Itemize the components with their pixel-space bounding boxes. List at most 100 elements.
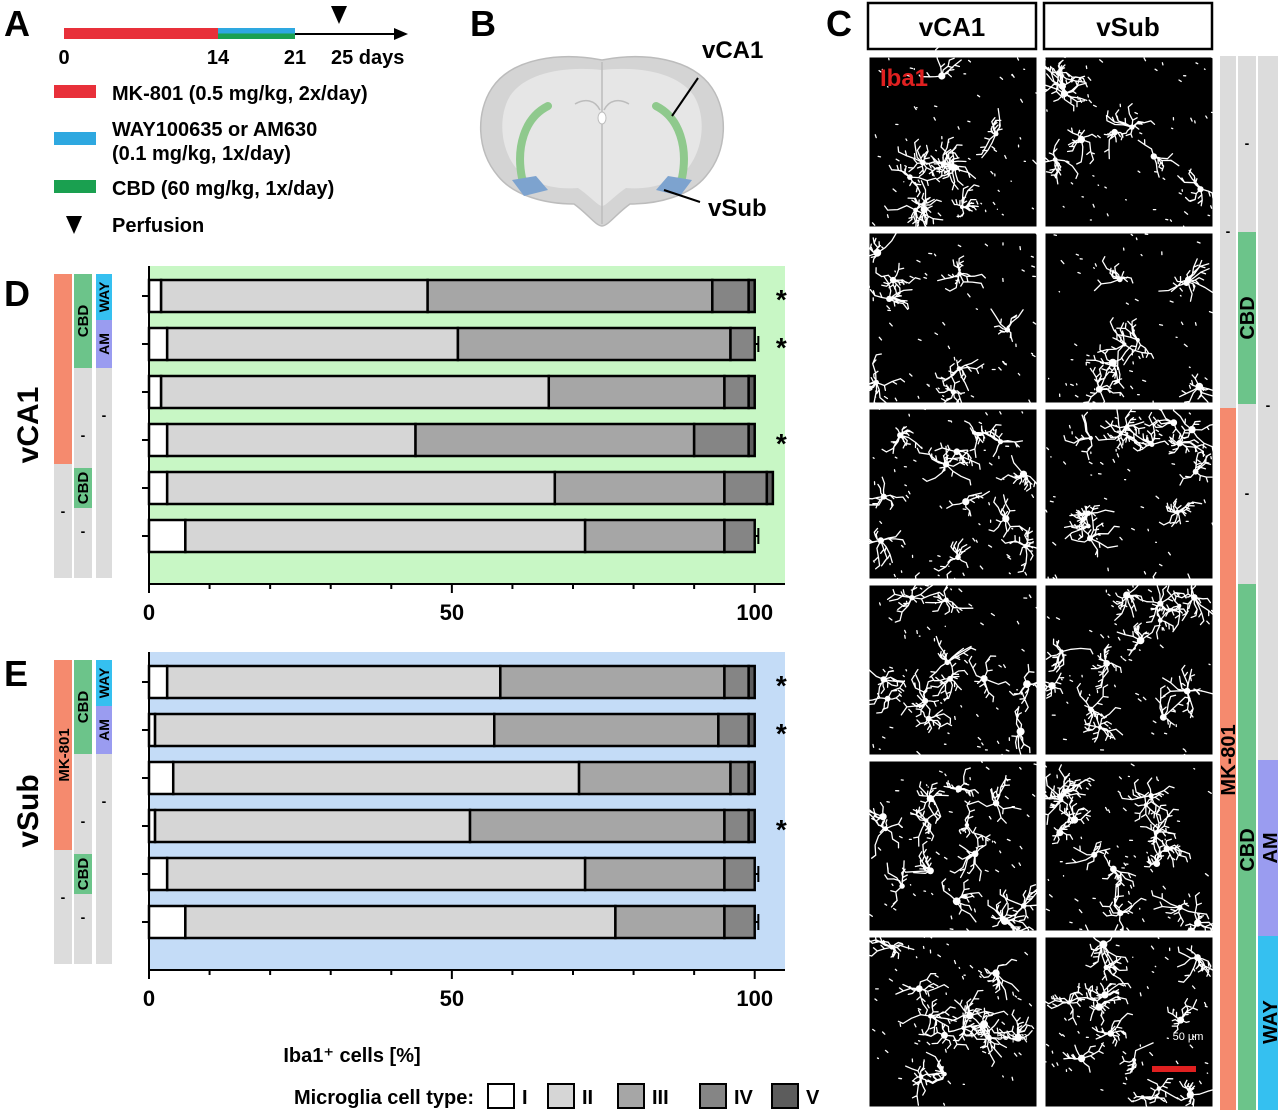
micrograph-border: [1042, 54, 1216, 230]
bar-segment-type-III: [583, 518, 726, 554]
panel-label-a: A: [4, 3, 30, 44]
strip-way-bar: [1258, 936, 1278, 1110]
strip-cbd-label: CBD: [75, 691, 92, 724]
microglia-processes: [1045, 400, 1224, 583]
bar-row: [142, 470, 775, 506]
micrograph-border: [1042, 230, 1216, 406]
micrograph-panel: [1044, 408, 1214, 580]
bar-row: *: [142, 278, 787, 315]
microglia-processes: [863, 934, 1035, 1106]
strip-mk801-bar: [54, 660, 72, 850]
bar-segment-type-III: [499, 664, 726, 700]
bar-segment-type-IV: [717, 712, 750, 748]
cell-type-label: I: [522, 1087, 528, 1109]
bar-row: [142, 904, 760, 940]
timeline-legend: MK-801 (0.5 mg/kg, 2x/day) WAY100635 or …: [54, 83, 368, 237]
microglia-processes: [871, 45, 1035, 238]
vca1-pointer: [671, 77, 699, 117]
strip-cbd-bottom-bar: [1238, 584, 1256, 1110]
microglia-processes: [848, 407, 1047, 582]
micrograph-border: [866, 758, 1040, 934]
microglia-processes: [1032, 55, 1215, 230]
bar-segment-type-V: [747, 422, 756, 458]
cell-type-swatch: [547, 1083, 575, 1109]
strip-col2-dash-mid: -: [1245, 485, 1250, 501]
strip-cbd-label-lower: CBD: [75, 472, 92, 505]
micrograph-panel: [868, 936, 1038, 1108]
microglia-processes: [1043, 924, 1222, 1115]
significance-marker: *: [776, 332, 787, 363]
bar-segment-type-I: [147, 374, 163, 410]
bar-segment-type-IV: [723, 518, 756, 554]
bar-row: *: [142, 712, 787, 749]
x-tick-label: 100: [736, 600, 773, 625]
bar-segment-type-III: [493, 712, 720, 748]
timeline-tick-label: 25 days: [331, 47, 404, 69]
bar-segment-type-IV: [729, 326, 756, 362]
bar-segment-type-I: [147, 760, 175, 796]
x-tick-label: 0: [143, 600, 155, 625]
perfusion-legend-label: Perfusion: [112, 215, 204, 237]
cbd-legend-swatch: [54, 180, 96, 193]
strip-way-label: WAY: [1260, 999, 1280, 1043]
cell-type-swatch: [699, 1083, 727, 1109]
vsub-column-header: vSub: [1096, 12, 1160, 42]
cell-type-legend: Microglia cell type: I II III IV V: [294, 1083, 820, 1109]
bar-segment-type-V: [747, 278, 756, 314]
strip-cbd-bottom-label: CBD: [1237, 828, 1259, 871]
strip-mk801-label: MK-801: [56, 728, 73, 781]
panel-label-c: C: [826, 3, 852, 44]
bar-segment-type-II: [165, 326, 460, 362]
strip-cbd-bar: [74, 274, 92, 368]
cbd-legend-label: CBD (60 mg/kg, 1x/day): [112, 178, 334, 200]
microglia-processes: [853, 759, 1048, 943]
way-am-legend-label: WAY100635 or AM630: [112, 119, 317, 141]
y-axis-title: vSub: [12, 774, 45, 847]
bar-row: [142, 518, 760, 554]
microglia-processes: [863, 570, 1049, 756]
micrograph-panel: [1044, 232, 1214, 404]
bar-segment-type-II: [165, 422, 417, 458]
vca1-scale-label: 50 µm: [997, 1031, 1028, 1043]
bar-segment-type-IV: [723, 904, 756, 940]
vsub-scale-label: 50 µm: [1173, 1031, 1204, 1043]
bar-segment-type-I: [147, 470, 169, 506]
bar-segment-type-III: [426, 278, 714, 314]
way-am-legend-swatch: [54, 132, 96, 145]
strip-cbd-label: CBD: [75, 305, 92, 338]
strip-way-label: WAY: [96, 667, 112, 698]
bar-row: *: [142, 326, 787, 363]
cell-type-legend-title: Microglia cell type:: [294, 1087, 474, 1109]
timeline-perfusion-marker: [331, 6, 347, 24]
bar-segment-type-I: [147, 904, 187, 940]
bar-segment-type-II: [171, 760, 581, 796]
strip-am-bar: [96, 706, 112, 754]
timeline-way-am-segment: [218, 28, 295, 34]
left-vsub-region: [512, 176, 548, 196]
bar-segment-type-II: [165, 664, 502, 700]
vsub-column-header-box: [1042, 1, 1214, 51]
bar-segment-type-V: [747, 808, 756, 844]
bar-segment-type-V: [747, 664, 756, 700]
bar-row: *: [142, 664, 787, 701]
significance-marker: *: [776, 670, 787, 701]
strip-dash: -: [61, 889, 66, 905]
bar-segment-type-II: [184, 518, 587, 554]
bar-segment-type-III: [577, 760, 732, 796]
ventricle-lines: [574, 99, 630, 111]
way-am-legend-dose: (0.1 mg/kg, 1x/day): [112, 143, 291, 165]
micrograph-border: [866, 406, 1040, 582]
bar-segment-type-III: [553, 470, 726, 506]
timeline-tick-label: 21: [284, 47, 306, 69]
strip-cbd-bar-lower: [74, 468, 92, 508]
mk801-legend-label: MK-801 (0.5 mg/kg, 2x/day): [112, 83, 368, 105]
brain-coronal-schematic: vCA1 vSub: [479, 37, 767, 227]
strip-dash: -: [81, 523, 86, 539]
timeline-mk801-segment: [64, 28, 218, 39]
vca1-column-header-box: [866, 1, 1038, 51]
left-hippocampus: [516, 102, 552, 182]
micrograph-treatment-strip: MK-801 - CBD CBD - - AM WAY -: [1218, 56, 1280, 1110]
x-tick-label: 50: [440, 600, 464, 625]
micrograph-border: [866, 54, 1040, 230]
